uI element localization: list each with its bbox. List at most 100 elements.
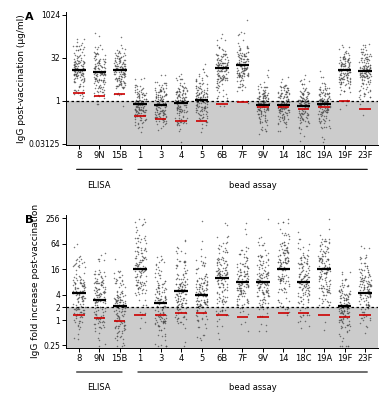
Point: [161, 304, 167, 310]
Point: [318, 258, 325, 264]
Point: [193, 107, 199, 114]
Point: [364, 68, 371, 74]
Point: [366, 289, 372, 295]
Point: [219, 248, 225, 254]
Point: [277, 265, 283, 271]
Point: [141, 103, 147, 109]
Point: [279, 110, 286, 117]
Point: [183, 310, 189, 316]
Point: [359, 272, 365, 278]
Point: [100, 58, 107, 65]
Point: [299, 90, 305, 96]
Point: [321, 116, 327, 123]
Point: [339, 282, 345, 288]
Point: [159, 107, 165, 113]
Point: [140, 90, 146, 97]
Point: [204, 112, 210, 119]
Point: [118, 73, 124, 80]
Point: [239, 81, 245, 87]
Point: [161, 311, 168, 318]
Point: [204, 274, 210, 280]
Point: [260, 296, 266, 302]
Point: [173, 271, 179, 277]
Point: [344, 58, 350, 64]
Point: [159, 123, 166, 129]
Point: [298, 277, 304, 283]
Point: [239, 279, 245, 286]
Point: [96, 42, 103, 48]
Point: [278, 286, 284, 293]
Point: [122, 322, 128, 328]
Point: [366, 294, 372, 300]
Point: [99, 275, 105, 281]
Point: [135, 98, 142, 104]
Point: [71, 68, 78, 74]
Point: [116, 60, 122, 66]
Point: [300, 290, 306, 296]
Point: [74, 323, 81, 330]
Point: [198, 296, 204, 303]
Point: [317, 102, 323, 109]
Point: [153, 312, 159, 318]
Point: [162, 293, 168, 300]
Point: [283, 124, 290, 130]
Point: [299, 115, 305, 122]
Point: [122, 284, 129, 290]
Point: [175, 85, 181, 91]
Point: [241, 65, 247, 72]
Point: [298, 126, 304, 132]
Point: [339, 270, 345, 277]
Point: [93, 310, 99, 317]
Point: [183, 117, 190, 124]
Point: [279, 267, 285, 273]
Point: [215, 279, 221, 286]
Point: [345, 303, 351, 309]
Point: [338, 66, 344, 72]
Point: [278, 276, 284, 283]
Point: [337, 299, 343, 306]
Point: [214, 290, 220, 296]
Point: [241, 51, 247, 58]
Point: [284, 110, 290, 116]
Point: [180, 281, 186, 287]
Point: [180, 282, 186, 288]
Point: [360, 85, 366, 92]
Point: [180, 272, 186, 278]
Point: [153, 112, 159, 118]
Point: [321, 106, 327, 113]
Point: [71, 72, 78, 78]
Point: [102, 308, 108, 314]
Point: [234, 271, 240, 277]
Point: [193, 78, 199, 84]
Point: [81, 52, 87, 58]
Point: [367, 282, 373, 289]
Point: [261, 79, 267, 85]
Point: [135, 93, 141, 100]
Point: [78, 70, 85, 76]
Point: [278, 93, 284, 99]
Point: [284, 259, 291, 266]
Point: [364, 50, 370, 57]
Point: [93, 312, 99, 318]
Point: [281, 238, 287, 245]
Point: [102, 305, 108, 312]
Point: [198, 302, 204, 309]
Point: [74, 65, 80, 71]
Point: [93, 76, 99, 82]
Point: [235, 72, 242, 78]
Point: [214, 258, 220, 265]
Point: [239, 246, 245, 253]
Point: [237, 268, 243, 275]
Point: [284, 248, 290, 255]
Point: [81, 284, 88, 290]
Point: [201, 88, 207, 95]
Point: [361, 277, 367, 283]
Point: [319, 256, 325, 263]
Point: [81, 304, 88, 310]
Point: [346, 67, 352, 74]
Point: [204, 94, 210, 100]
Point: [95, 271, 101, 277]
Point: [237, 50, 243, 56]
Point: [200, 276, 206, 282]
Point: [286, 90, 292, 97]
